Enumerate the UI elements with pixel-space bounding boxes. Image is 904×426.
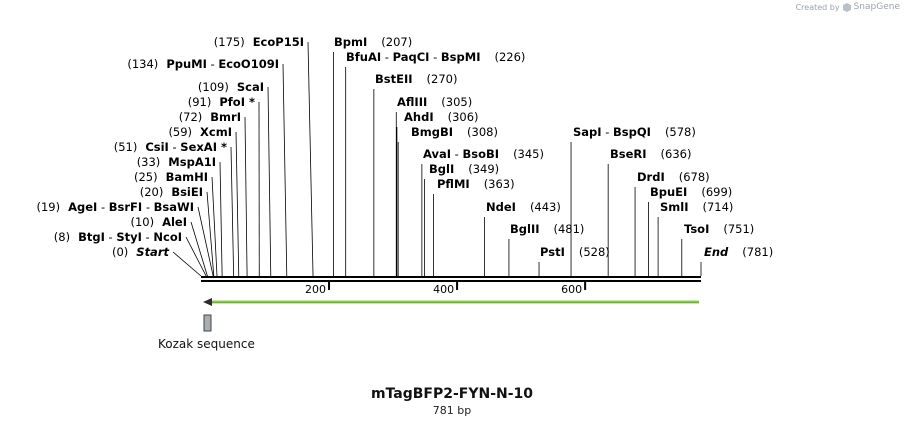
site-leader-line [197, 206, 214, 277]
site-leader-line [244, 116, 248, 277]
restriction-site[interactable]: DrdI (678) [634, 170, 710, 276]
snapgene-name: SnapGene [853, 2, 900, 12]
site-label: (91) PfoI * [188, 95, 255, 109]
restriction-site[interactable]: (51) CsiI - SexAI * [114, 140, 235, 277]
site-label: (109) ScaI [198, 80, 264, 94]
site-label: DrdI (678) [637, 170, 710, 184]
site-label: BglII (481) [510, 222, 584, 236]
site-leader-line [230, 146, 235, 277]
restriction-site[interactable]: (20) BsiEI [140, 185, 215, 277]
restriction-site[interactable]: BseRI (636) [607, 147, 691, 276]
restriction-site[interactable]: (72) BmrI [179, 110, 248, 277]
restriction-site[interactable]: (175) EcoP15I [214, 35, 314, 277]
site-leader-line [267, 86, 272, 277]
site-leader-line [235, 131, 240, 277]
site-label: (25) BamHI [134, 170, 208, 184]
kozak-feature-label: Kozak sequence [158, 337, 255, 351]
site-label: TsoI (751) [684, 222, 754, 236]
feature-arrow-head [203, 298, 212, 306]
kozak-feature-box[interactable] [203, 314, 212, 332]
axis-tick-label: 600 [561, 283, 582, 296]
construct-length: 781 bp [432, 404, 472, 417]
snapgene-branding: Created by SnapGene [796, 2, 900, 12]
restriction-site[interactable]: (19) AgeI - BsrFI - BsaWI [36, 200, 214, 277]
site-label: SapI - BspQI (578) [573, 125, 696, 139]
site-leader-line [190, 221, 208, 277]
restriction-site[interactable]: (134) PpuMI - EcoO109I [127, 57, 288, 277]
restriction-site[interactable]: (109) ScaI [198, 80, 272, 277]
site-label: AhdI (306) [404, 110, 479, 124]
restriction-site[interactable]: BpuEI (699) [648, 185, 733, 276]
site-label: (134) PpuMI - EcoO109I [127, 57, 279, 71]
restriction-site[interactable]: AflIII (305) [395, 95, 472, 276]
site-label: AflIII (305) [397, 95, 472, 109]
site-label: (8) BtgI - StyI - NcoI [54, 230, 182, 244]
snapgene-logo-icon [842, 2, 851, 12]
site-label: BfuAI - PaqCI - BspMI (226) [346, 50, 525, 64]
restriction-site[interactable]: SmlI (714) [657, 200, 733, 276]
restriction-site[interactable]: NdeI (443) [484, 200, 561, 276]
site-label: BseRI (636) [610, 147, 691, 161]
restriction-site[interactable]: BmgBI (308) [397, 125, 498, 276]
restriction-site[interactable]: BfuAI - PaqCI - BspMI (226) [345, 50, 526, 276]
restriction-site[interactable]: SapI - BspQI (578) [570, 125, 696, 276]
axis-tick-label: 200 [305, 283, 326, 296]
construct-title: mTagBFP2-FYN-N-10 [370, 386, 534, 402]
restriction-site[interactable]: (8) BtgI - StyI - NcoI [54, 230, 207, 277]
site-label: AvaI - BsoBI (345) [423, 147, 544, 161]
site-label: (20) BsiEI [140, 185, 203, 199]
restriction-site[interactable]: PflMI (363) [432, 177, 515, 276]
site-label: SmlI (714) [660, 200, 733, 214]
site-leader-line [211, 176, 218, 277]
restriction-site[interactable]: AvaI - BsoBI (345) [421, 147, 544, 276]
site-leader-line [219, 161, 223, 277]
site-label: (33) MspA1I [137, 155, 216, 169]
site-leader-line [172, 251, 202, 277]
site-label: BpmI (207) [334, 35, 412, 49]
site-label: NdeI (443) [486, 200, 561, 214]
site-label: BstEII (270) [375, 72, 457, 86]
site-label: (72) BmrI [179, 110, 241, 124]
site-label: End (781) [704, 245, 773, 259]
site-label: (51) CsiI - SexAI * [114, 140, 227, 154]
site-leader-line [185, 236, 207, 277]
restriction-site[interactable]: (25) BamHI [134, 170, 218, 277]
created-by-text: Created by [795, 2, 840, 12]
site-label: BmgBI (308) [411, 125, 498, 139]
restriction-site[interactable]: BglII (481) [508, 222, 584, 276]
restriction-site[interactable]: AhdI (306) [396, 110, 479, 276]
site-label: PstI (528) [540, 245, 610, 259]
site-leader-line [307, 41, 314, 277]
site-label: BglI (349) [429, 162, 499, 176]
site-label: (10) AleI [130, 215, 187, 229]
site-label: BpuEI (699) [650, 185, 732, 199]
restriction-site[interactable]: BpmI (207) [333, 35, 413, 276]
restriction-site[interactable]: (10) AleI [130, 215, 208, 277]
site-label: (59) XcmI [168, 125, 232, 139]
site-leader-line [206, 191, 215, 277]
site-label: (19) AgeI - BsrFI - BsaWI [36, 200, 194, 214]
restriction-site[interactable]: (59) XcmI [168, 125, 240, 277]
restriction-site[interactable]: (91) PfoI * [188, 95, 260, 277]
restriction-site[interactable]: (0) Start [112, 245, 202, 277]
restriction-site[interactable]: BglI (349) [424, 162, 499, 276]
restriction-site[interactable]: PstI (528) [538, 245, 610, 276]
site-label: (0) Start [112, 245, 170, 259]
restriction-site[interactable]: BstEII (270) [373, 72, 458, 276]
restriction-site[interactable]: (33) MspA1I [137, 155, 223, 277]
axis-tick-label: 400 [433, 283, 454, 296]
site-leader-line [282, 63, 288, 277]
restriction-site[interactable]: End (781) [700, 245, 773, 276]
restriction-site[interactable]: TsoI (751) [681, 222, 754, 276]
site-label: PflMI (363) [437, 177, 515, 191]
site-label: (175) EcoP15I [214, 35, 304, 49]
